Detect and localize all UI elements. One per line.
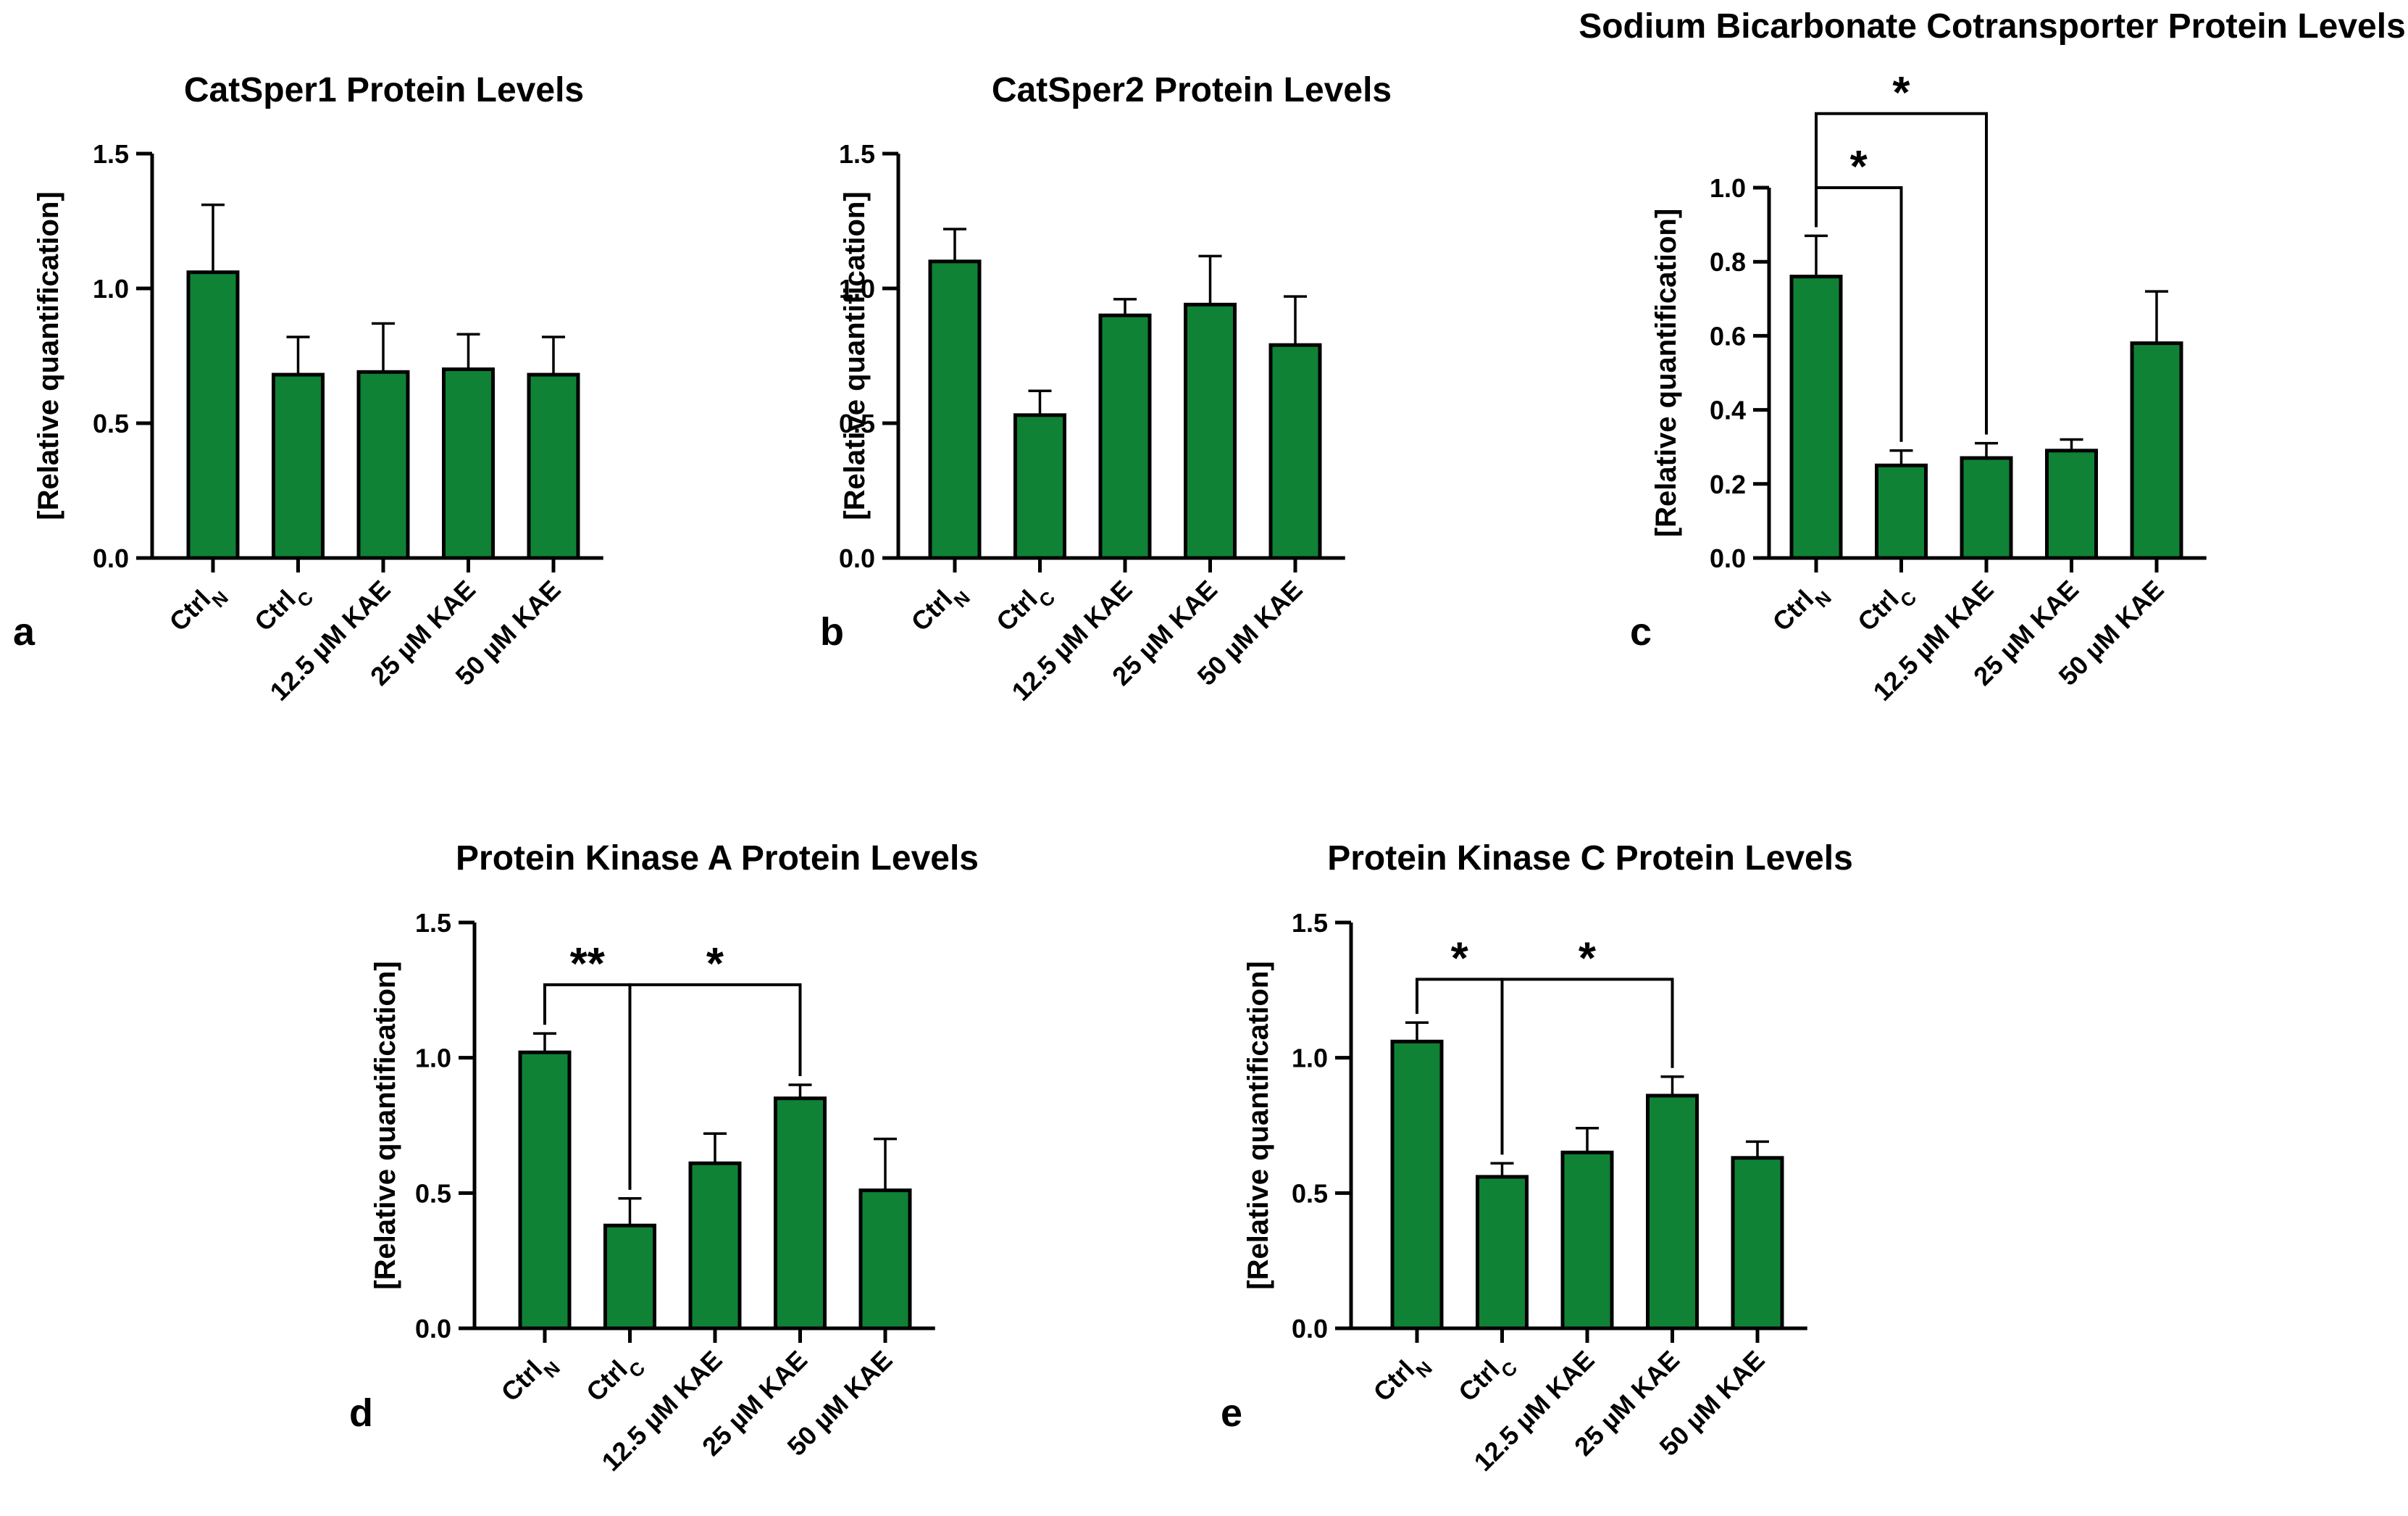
significance-bracket <box>1500 978 1674 1155</box>
y-axis-label: [Relative quantification] <box>1242 961 1274 1289</box>
x-tick-label: CtrlN <box>1767 575 1836 644</box>
y-tick-label: 0.4 <box>1710 396 1746 425</box>
bar <box>518 1050 572 1330</box>
x-tick-label: CtrlN <box>1368 1345 1437 1414</box>
bar <box>1390 1039 1444 1330</box>
x-tick-label-base: Ctrl <box>496 1354 548 1407</box>
bar <box>186 270 240 560</box>
x-tick-label-base: Ctrl <box>906 584 958 637</box>
significance-bracket <box>628 983 802 1190</box>
x-tick-label: CtrlC <box>1452 1345 1521 1414</box>
panel-label: e <box>1221 1391 1242 1435</box>
significance-label: * <box>706 939 724 989</box>
x-tick-label: CtrlN <box>906 575 974 644</box>
bar <box>1098 313 1152 560</box>
x-tick-label: CtrlC <box>580 1345 649 1414</box>
bar <box>774 1096 827 1330</box>
y-tick-label: 0.5 <box>415 1178 451 1208</box>
panel-label: d <box>349 1391 373 1435</box>
x-tick-label-base: Ctrl <box>248 584 301 637</box>
x-tick-label: CtrlC <box>248 575 317 644</box>
significance-bracket <box>1815 112 1988 435</box>
bar <box>928 259 982 560</box>
y-tick-label: 0.0 <box>415 1314 451 1344</box>
chart-title: Protein Kinase C Protein Levels <box>1327 839 1853 878</box>
chart-panel-b: CatSper2 Protein Levels b [Relative quanti… <box>820 71 1392 707</box>
bar <box>1789 275 1843 560</box>
bar <box>1476 1175 1529 1330</box>
significance-label: * <box>1451 933 1469 983</box>
x-tick-label-base: Ctrl <box>580 1354 633 1407</box>
bar <box>2130 341 2183 560</box>
bar <box>2045 449 2098 560</box>
x-tick-label-base: Ctrl <box>164 584 217 637</box>
y-tick-label: 0.5 <box>1292 1178 1328 1208</box>
y-tick-label: 0.6 <box>1710 321 1746 351</box>
bar <box>1560 1150 1614 1330</box>
chart-title: CatSper1 Protein Levels <box>184 71 584 109</box>
bar <box>442 367 495 560</box>
y-tick-label: 1.5 <box>1292 908 1328 938</box>
bar <box>1013 413 1066 560</box>
bar <box>1960 456 2013 560</box>
panel-label: a <box>13 610 35 654</box>
y-tick-label: 1.0 <box>839 274 875 304</box>
bar <box>1268 343 1322 560</box>
y-tick-label: 1.0 <box>1292 1044 1328 1073</box>
y-tick-label: 0.0 <box>1292 1314 1328 1344</box>
y-axis-label: [Relative quantification] <box>369 961 401 1289</box>
x-tick-label: CtrlN <box>164 575 233 644</box>
chart-title: Sodium Bicarbonate Cotransporter Protein… <box>1579 7 2406 46</box>
x-tick-label-base: Ctrl <box>990 584 1043 637</box>
y-tick-label: 0.5 <box>93 409 129 438</box>
y-tick-label: 0.2 <box>1710 470 1746 499</box>
x-tick-label: CtrlN <box>496 1345 564 1414</box>
panel-label: b <box>820 610 844 654</box>
bar <box>1646 1094 1699 1330</box>
y-tick-label: 0.0 <box>839 543 875 573</box>
y-tick-label: 1.0 <box>93 274 129 304</box>
chart-title: CatSper2 Protein Levels <box>992 71 1392 109</box>
bar <box>527 372 580 560</box>
bar <box>272 372 325 560</box>
bar <box>356 370 410 560</box>
y-axis-label: [Relative quantification] <box>839 191 871 520</box>
y-axis-label: [Relative quantification] <box>33 191 64 520</box>
panel-label: c <box>1630 610 1652 654</box>
bar <box>603 1223 656 1330</box>
bar <box>688 1161 742 1330</box>
chart-panel-a: CatSper1 Protein Levels a [Relative quanti… <box>13 71 603 707</box>
bar <box>858 1188 912 1330</box>
x-tick-label-base: Ctrl <box>1767 584 1820 637</box>
y-tick-label: 1.0 <box>1710 173 1746 203</box>
x-tick-label: CtrlC <box>1852 575 1920 644</box>
x-tick-label: CtrlC <box>990 575 1059 644</box>
bar <box>1875 463 1928 560</box>
y-tick-label: 0.8 <box>1710 247 1746 277</box>
chart-panel-e: Protein Kinase C Protein Levels e [Relativ… <box>1221 839 1853 1477</box>
y-axis-label: [Relative quantification] <box>1650 209 1682 537</box>
y-tick-label: 0.5 <box>839 409 875 438</box>
bar <box>1184 302 1237 560</box>
y-tick-label: 1.5 <box>839 139 875 169</box>
y-tick-label: 1.5 <box>415 908 451 938</box>
y-tick-label: 1.5 <box>93 139 129 169</box>
y-tick-label: 0.0 <box>1710 543 1746 573</box>
significance-label: ** <box>570 939 606 989</box>
x-tick-label-base: Ctrl <box>1368 1354 1421 1407</box>
significance-label: * <box>1892 68 1910 118</box>
bar <box>1731 1156 1784 1330</box>
significance-label: * <box>1579 933 1597 983</box>
y-tick-label: 1.0 <box>415 1044 451 1073</box>
chart-panel-c: Sodium Bicarbonate Cotransporter Protein… <box>1579 7 2406 707</box>
x-tick-label-base: Ctrl <box>1852 584 1905 637</box>
chart-panel-d: Protein Kinase A Protein Levels d [Relativ… <box>349 839 979 1477</box>
y-tick-label: 0.0 <box>93 543 129 573</box>
x-tick-label-base: Ctrl <box>1452 1354 1505 1407</box>
significance-label: * <box>1850 142 1868 192</box>
chart-title: Protein Kinase A Protein Levels <box>456 839 979 878</box>
